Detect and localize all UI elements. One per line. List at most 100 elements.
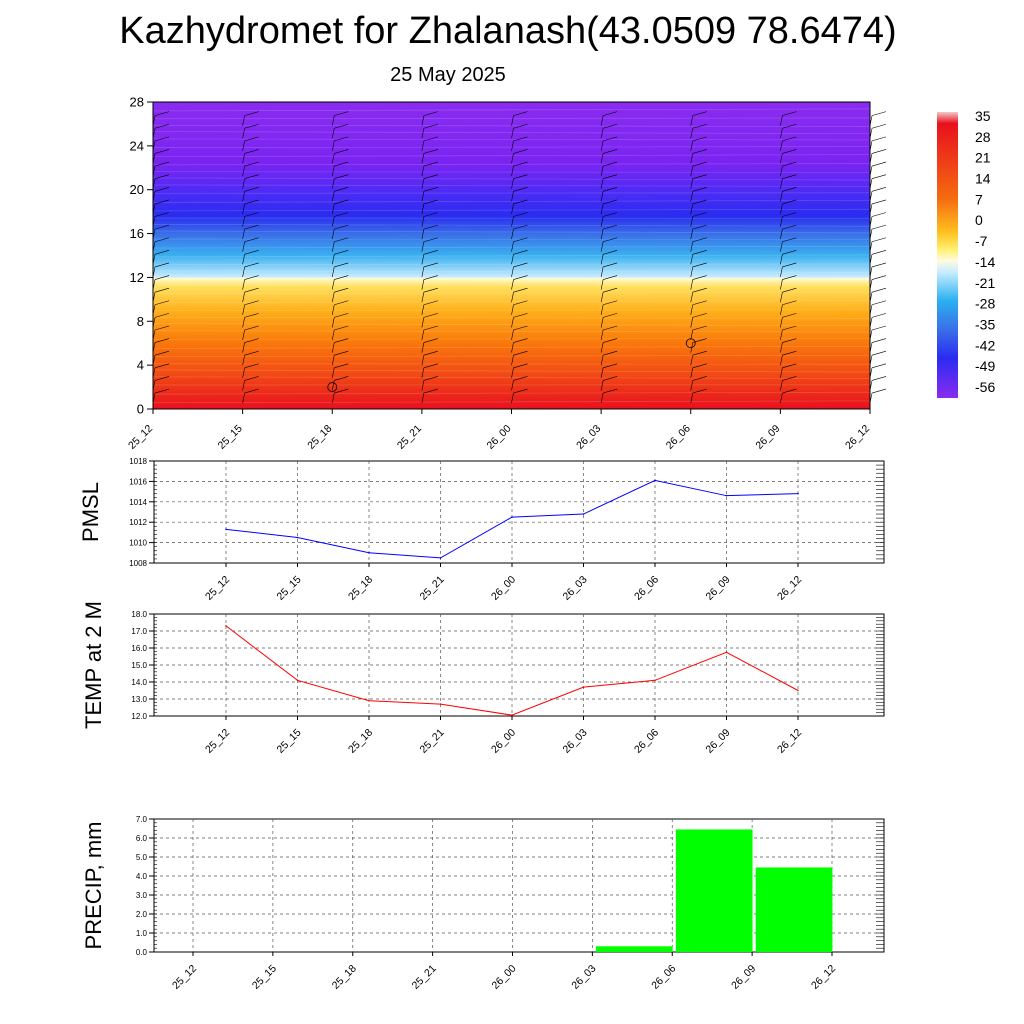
wind-barb-flag bbox=[423, 313, 438, 318]
x-tick-label: 26_06 bbox=[649, 963, 678, 992]
x-tick-label: 25_15 bbox=[274, 574, 303, 603]
x-tick-label: 25_18 bbox=[346, 727, 375, 756]
wind-barb bbox=[421, 329, 425, 341]
y-tick-label: 6.0 bbox=[136, 834, 148, 843]
wind-barb bbox=[242, 128, 245, 139]
wind-barb-flag bbox=[782, 174, 797, 179]
wind-barb-flag bbox=[692, 111, 707, 116]
wind-barb bbox=[511, 241, 514, 252]
wind-barb bbox=[421, 279, 425, 290]
x-tick-label: 25_15 bbox=[250, 963, 279, 992]
wind-barb-flag bbox=[871, 199, 887, 205]
wind-barb-flag bbox=[154, 199, 170, 205]
wind-barb-flag bbox=[334, 224, 349, 230]
wind-barb bbox=[511, 166, 514, 177]
wind-barb-flag bbox=[334, 149, 349, 154]
wind-barb-column bbox=[511, 111, 528, 404]
wind-barb-flag bbox=[423, 275, 438, 280]
wind-barb bbox=[152, 229, 156, 240]
x-tick-label: 26_03 bbox=[560, 574, 589, 603]
wind-barb bbox=[152, 380, 156, 391]
wind-barb bbox=[511, 203, 514, 214]
wind-barb-flag bbox=[513, 363, 528, 369]
wind-barb bbox=[152, 392, 156, 404]
pmsl-point bbox=[439, 557, 442, 559]
wind-barb-flag bbox=[603, 376, 618, 381]
pmsl-point bbox=[368, 552, 370, 554]
x-tick-label: 26_12 bbox=[843, 423, 872, 452]
wind-barb bbox=[869, 292, 873, 303]
wind-barb-flag bbox=[603, 174, 618, 179]
contour-line bbox=[152, 108, 871, 112]
wind-barb-flag bbox=[423, 212, 438, 217]
wind-barb bbox=[780, 317, 783, 328]
wind-barb-flag bbox=[513, 313, 528, 318]
contour-line bbox=[152, 330, 871, 333]
wind-barb bbox=[869, 355, 873, 366]
wind-barb bbox=[421, 166, 425, 177]
wind-barb-flag bbox=[782, 250, 797, 255]
pmsl-point bbox=[511, 516, 513, 518]
y-tick-label: 17.0 bbox=[131, 627, 147, 636]
contour-line bbox=[152, 171, 871, 173]
wind-barb-flag bbox=[871, 250, 887, 255]
wind-barb-flag bbox=[692, 275, 707, 280]
contour-line bbox=[152, 254, 871, 258]
wind-barb-column bbox=[421, 111, 438, 404]
wind-barb-flag bbox=[423, 174, 438, 179]
wind-barb bbox=[600, 342, 604, 353]
wind-barb bbox=[152, 178, 156, 189]
wind-barb bbox=[600, 178, 604, 189]
wind-barb bbox=[600, 355, 604, 366]
wind-barb-flag bbox=[692, 161, 707, 167]
x-tick-label: 25_12 bbox=[126, 423, 155, 452]
wind-barb bbox=[600, 292, 604, 303]
wind-barb bbox=[690, 166, 694, 177]
precip-bar bbox=[595, 946, 673, 952]
contour-line bbox=[152, 131, 871, 135]
colorbar: 35 28 21 14 7 0 -7 -14 -21 -28 -35 -42 -49 -56 bbox=[937, 108, 995, 398]
wind-barb-flag bbox=[154, 224, 170, 230]
wind-barb-flag bbox=[244, 187, 259, 192]
x-tick-label: 26_12 bbox=[809, 963, 838, 992]
wind-barb-flag bbox=[692, 376, 707, 381]
x-tick-label: 26_00 bbox=[489, 574, 518, 603]
wind-barb-flag bbox=[244, 111, 259, 116]
wind-barb bbox=[780, 304, 783, 315]
wind-barb-flag bbox=[423, 199, 438, 205]
temp-point bbox=[225, 625, 227, 627]
colorbar-label: -56 bbox=[975, 379, 995, 395]
wind-barb bbox=[421, 216, 425, 227]
wind-barb bbox=[421, 178, 425, 189]
wind-barb-flag bbox=[244, 313, 259, 318]
wind-barb bbox=[421, 254, 425, 265]
wind-barb-flag bbox=[154, 313, 170, 318]
wind-barb bbox=[511, 140, 514, 151]
x-tick-label: 25_21 bbox=[395, 423, 424, 452]
wind-barb bbox=[242, 254, 245, 265]
wind-barb bbox=[152, 203, 156, 214]
y-tick-label: 1016 bbox=[129, 477, 147, 486]
wind-barb-flag bbox=[692, 199, 707, 205]
wind-barb bbox=[869, 254, 873, 265]
wind-barb bbox=[421, 203, 425, 214]
wind-barb-flag bbox=[244, 123, 259, 129]
wind-barb bbox=[690, 304, 694, 315]
y-tick-label: 4.0 bbox=[136, 872, 148, 881]
y-tick-label: 1014 bbox=[129, 498, 147, 507]
contour-line bbox=[152, 345, 871, 349]
y-tick-label: 13.0 bbox=[131, 695, 147, 704]
wind-barb bbox=[421, 128, 425, 139]
wind-barb-flag bbox=[871, 224, 887, 230]
pmsl-point bbox=[725, 494, 728, 497]
wind-barb-flag bbox=[513, 300, 528, 306]
wind-barb bbox=[690, 128, 694, 139]
temp-point bbox=[654, 679, 656, 682]
colorbar-label: -7 bbox=[975, 233, 988, 249]
wind-barb-flag bbox=[692, 250, 707, 255]
wind-barb bbox=[600, 241, 604, 252]
wind-barb bbox=[152, 329, 156, 341]
wind-barb-flag bbox=[513, 325, 528, 331]
wind-barb bbox=[152, 317, 156, 328]
wind-barb bbox=[690, 355, 694, 366]
